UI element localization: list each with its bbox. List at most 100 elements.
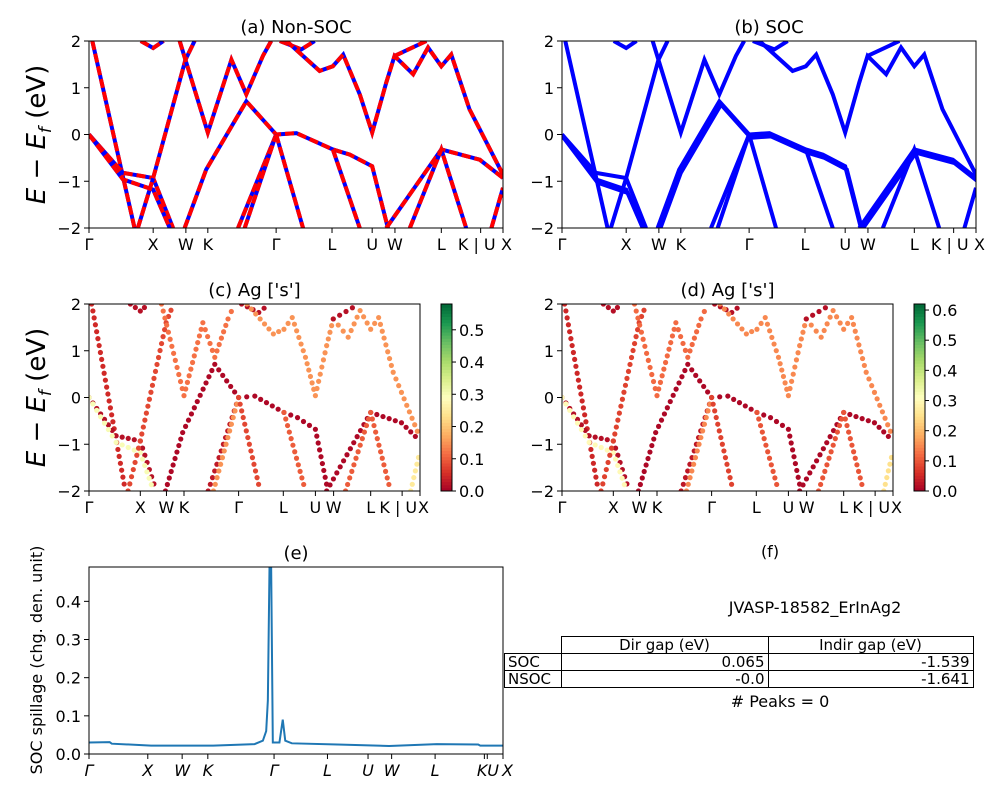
y-axis-label: E − Ef (eV) [22, 65, 56, 205]
colorbar-segment [441, 363, 452, 367]
projected-point [340, 458, 347, 464]
projected-point [276, 328, 282, 335]
colorbar-segment [914, 472, 925, 476]
colorbar-segment [914, 375, 925, 380]
projected-point [89, 394, 92, 401]
projected-point [120, 474, 126, 480]
projected-point [703, 414, 709, 421]
projected-point [773, 418, 780, 425]
projected-point [100, 363, 106, 369]
projected-point [612, 445, 619, 451]
projected-point [841, 326, 847, 332]
projected-point [830, 307, 836, 314]
projected-point [712, 408, 718, 414]
projected-point [167, 336, 173, 342]
projected-point [306, 422, 313, 428]
projected-point [773, 348, 779, 354]
projected-point [152, 368, 159, 375]
projected-point [692, 455, 699, 461]
y-tick-label: −2 [530, 482, 554, 501]
projected-point [601, 474, 608, 480]
projected-point [682, 347, 688, 353]
projected-point [562, 304, 568, 307]
projected-point [711, 304, 718, 307]
row-label: SOC [504, 653, 562, 671]
projected-point [301, 481, 307, 488]
colorbar-segment [914, 391, 925, 395]
x-tick-label: L [431, 761, 440, 780]
projected-point [327, 329, 333, 335]
projected-point [191, 405, 197, 411]
projected-point [775, 354, 782, 360]
projected-point [633, 334, 639, 340]
colorbar-segment [441, 413, 452, 417]
y-tick-label: 0 [544, 389, 554, 408]
projected-point [329, 323, 335, 329]
band-line-nonsoc [489, 187, 503, 228]
projected-point [321, 467, 327, 474]
projected-point [146, 475, 152, 481]
projected-point [820, 475, 826, 481]
band-line-nonsoc [89, 133, 175, 228]
band-line-soc [285, 41, 503, 176]
projected-point [882, 415, 888, 421]
projected-point [134, 452, 140, 458]
projected-point [254, 475, 260, 481]
panel-title: (d) Ag ['s'] [681, 280, 775, 301]
projected-point [255, 481, 262, 487]
projected-point [716, 428, 722, 434]
x-tick-label: Γ [85, 235, 94, 254]
band-line-nonsoc [135, 41, 197, 228]
projected-point [289, 314, 295, 321]
projected-point [618, 403, 624, 409]
x-tick-label: U [362, 761, 374, 780]
table-row: NSOC -0.0 -1.641 [504, 670, 974, 688]
projected-point [577, 384, 583, 390]
projected-point [320, 357, 327, 363]
projected-point [734, 321, 741, 327]
projected-point [701, 383, 707, 390]
projected-point [743, 331, 749, 337]
projected-point [793, 357, 800, 363]
projected-point [802, 323, 808, 329]
projected-point [414, 461, 420, 467]
projected-point [696, 322, 702, 328]
colorbar-segment [441, 469, 452, 473]
projected-point [296, 334, 302, 341]
projected-point [212, 468, 218, 474]
projected-point [379, 455, 385, 461]
axes-frame [561, 303, 894, 492]
gap-table: Dir gap (eV) Indir gap (eV) SOC 0.065 -1… [504, 636, 974, 688]
projected-point [800, 329, 806, 335]
projected-point [312, 426, 319, 432]
x-tick-label: L [437, 235, 446, 254]
x-tick-label: K [477, 761, 489, 780]
projected-point [355, 449, 361, 455]
projected-point [125, 435, 131, 442]
table-row: SOC 0.065 -1.539 [504, 653, 974, 671]
projected-point [769, 334, 775, 341]
projected-point [298, 341, 304, 347]
projected-point [653, 429, 659, 436]
projected-point [614, 304, 621, 311]
projected-point [667, 398, 673, 405]
x-tick-label: U [839, 235, 851, 254]
projected-point [285, 320, 291, 327]
x-tick-label: U [783, 498, 795, 517]
colorbar-segment [441, 487, 452, 492]
projected-point [322, 474, 328, 480]
projected-point [318, 454, 324, 460]
projected-point [340, 328, 346, 334]
colorbar-c: 0.0 0.1 0.2 0.3 0.4 0.5 [440, 303, 484, 501]
colorbar-segment [914, 441, 925, 445]
projected-point [243, 428, 249, 434]
projected-point [107, 405, 114, 411]
colorbar-segment [914, 428, 925, 433]
axes-frame [561, 40, 977, 229]
x-tick-label: K [203, 235, 214, 254]
projected-point [253, 311, 259, 317]
y-axis-label: SOC spillage (chg. den. unit) [27, 546, 46, 775]
projected-point [782, 380, 788, 386]
